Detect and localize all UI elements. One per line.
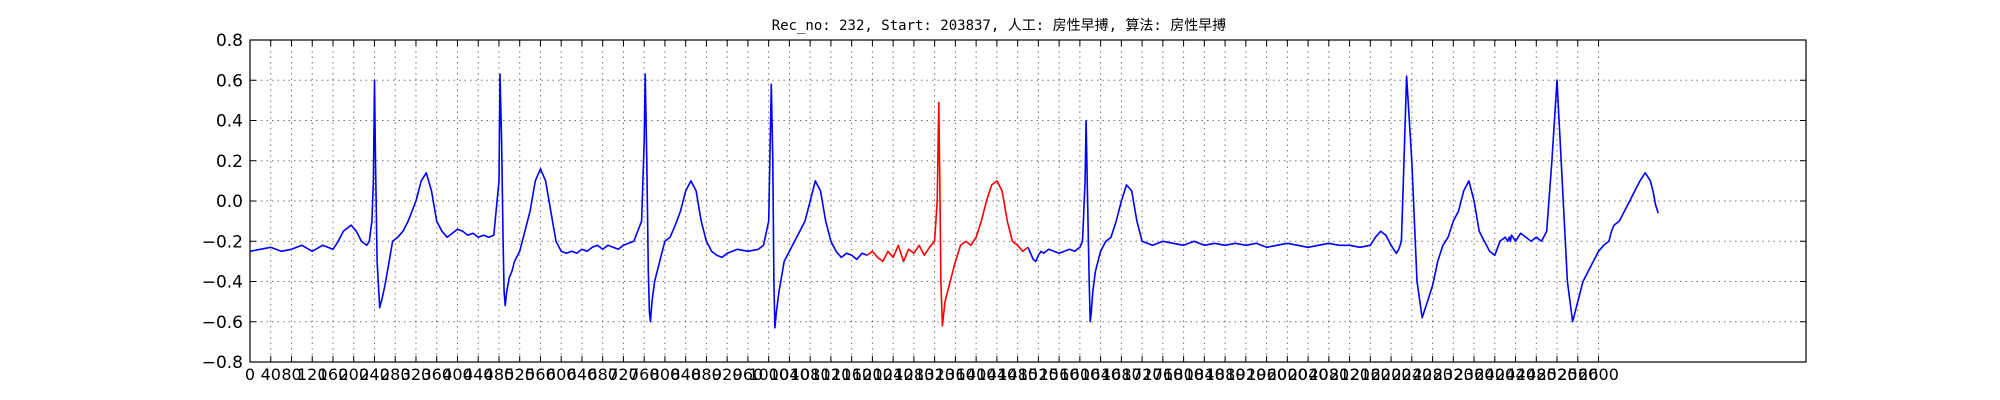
x-tick-label: 2320 [1433, 365, 1474, 384]
x-tick-label: 480 [484, 365, 515, 384]
x-tick-label: 520 [504, 365, 535, 384]
x-tick-label: 800 [650, 365, 681, 384]
x-tick-label: 1520 [1018, 365, 1059, 384]
x-tick-label: 2040 [1288, 365, 1329, 384]
x-tick-label: 1760 [1142, 365, 1183, 384]
x-tick-label: 1120 [811, 365, 852, 384]
x-tick-label: 2400 [1474, 365, 1515, 384]
x-tick-label: 640 [567, 365, 598, 384]
ecg-trace [249, 73, 1659, 329]
y-tick-label: −0.2 [202, 232, 243, 252]
x-tick-label: 1960 [1246, 365, 1287, 384]
ecg-series-line [1027, 75, 1613, 323]
x-tick-label: 1480 [997, 365, 1038, 384]
x-tick-label: 2480 [1516, 365, 1557, 384]
x-tick-label: 2560 [1557, 365, 1598, 384]
x-tick-label: 320 [401, 365, 432, 384]
x-tick-label: 1920 [1225, 365, 1266, 384]
x-tick-label: 760 [629, 365, 660, 384]
x-tick-label: 1280 [894, 365, 935, 384]
x-tick-label: 720 [608, 365, 639, 384]
x-tick-label: 0 [245, 365, 255, 384]
x-tick-label: 360 [421, 365, 452, 384]
x-tick-label: 2280 [1412, 365, 1453, 384]
x-tick-label: 2000 [1267, 365, 1308, 384]
x-tick-label: 1680 [1101, 365, 1142, 384]
x-tick-label: 1200 [852, 365, 893, 384]
x-tick-label: 1720 [1122, 365, 1163, 384]
x-tick-label: 1000 [748, 365, 789, 384]
y-tick-label: 0.0 [216, 192, 243, 212]
x-tick-label: 2360 [1454, 365, 1495, 384]
x-tick-label: 840 [670, 365, 701, 384]
x-tick-label: 400 [442, 365, 473, 384]
x-tick-label: 1040 [769, 365, 810, 384]
x-tick-label: 1080 [790, 365, 831, 384]
y-tick-label: −0.6 [202, 313, 243, 333]
x-tick-label: 240 [359, 365, 390, 384]
x-tick-label: 120 [297, 365, 328, 384]
x-tick-label: 1240 [873, 365, 914, 384]
y-tick-label: −0.4 [202, 273, 243, 293]
x-tick-label: 440 [463, 365, 494, 384]
grid-lines [250, 40, 1806, 362]
y-tick-label: 0.2 [216, 152, 243, 172]
x-tick-label: 1440 [977, 365, 1018, 384]
x-tick-label: 200 [338, 365, 369, 384]
x-tick-label: 2160 [1350, 365, 1391, 384]
x-tick-label: 1840 [1184, 365, 1225, 384]
y-tick-label: 0.6 [216, 71, 243, 91]
x-tick-label: 2120 [1329, 365, 1370, 384]
x-tick-label: 1600 [1060, 365, 1101, 384]
x-axis-tick-labels: 0 40 8012016020024028032036040044048052056… [245, 365, 1619, 384]
ecg-series-line [249, 73, 868, 329]
x-tick-label: 680 [587, 365, 618, 384]
x-tick-label: 880 [691, 365, 722, 384]
x-tick-label: 2240 [1391, 365, 1432, 384]
x-tick-label: 1560 [1039, 365, 1080, 384]
x-tick-label: 1400 [956, 365, 997, 384]
x-tick-label: 80 [281, 365, 301, 384]
x-tick-label: 2080 [1308, 365, 1349, 384]
y-tick-label: 0.8 [216, 31, 243, 51]
x-tick-label: 920 [712, 365, 743, 384]
x-tick-label: 160 [318, 365, 349, 384]
x-tick-label: 1320 [914, 365, 955, 384]
x-tick-label: 280 [380, 365, 411, 384]
x-tick-label: 1800 [1163, 365, 1204, 384]
y-tick-label: 0.4 [216, 112, 243, 132]
y-tick-label: −0.8 [202, 353, 243, 373]
ecg-series-line [866, 101, 1029, 327]
chart-title: Rec_no: 232, Start: 203837, 人工: 房性早搏, 算法… [772, 17, 1227, 34]
x-tick-label: 2200 [1371, 365, 1412, 384]
x-tick-label: 2600 [1578, 365, 1619, 384]
x-tick-label: 2520 [1537, 365, 1578, 384]
x-tick-label: 40 [261, 365, 281, 384]
ecg-series-line [1610, 172, 1659, 232]
x-tick-label: 2440 [1495, 365, 1536, 384]
x-tick-label: 1880 [1205, 365, 1246, 384]
x-tick-label: 1360 [935, 365, 976, 384]
y-axis-tick-labels: −0.8 −0.6 −0.4 −0.2 0.0 0.2 0.4 0.6 0.8 [202, 31, 243, 373]
axis-ticks [249, 39, 1806, 363]
plot-frame [249, 39, 1807, 363]
x-tick-label: 560 [525, 365, 556, 384]
x-tick-label: 960 [733, 365, 764, 384]
x-tick-label: 1160 [831, 365, 872, 384]
x-tick-label: 1640 [1080, 365, 1121, 384]
x-tick-label: 600 [546, 365, 577, 384]
